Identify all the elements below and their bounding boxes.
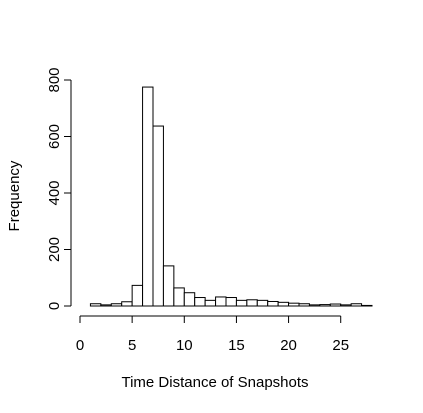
x-axis-label: Time Distance of Snapshots <box>121 374 308 391</box>
histogram-bar-4 <box>131 284 144 307</box>
histogram-bar-26 <box>361 304 373 307</box>
histogram-bars <box>89 86 373 307</box>
histogram-bar-20 <box>298 303 310 307</box>
histogram-bar-5 <box>142 86 154 307</box>
histogram-bar-0 <box>89 303 102 307</box>
histogram-bar-2 <box>110 303 123 307</box>
y-tick-label-4: 800 <box>46 67 63 92</box>
x-tick-label-5: 25 <box>332 337 349 354</box>
histogram-bar-19 <box>288 302 300 307</box>
histogram-bar-8 <box>173 287 185 307</box>
y-tick-label-0: 0 <box>46 302 63 310</box>
histogram-bar-17 <box>267 300 279 307</box>
x-tick-label-1: 5 <box>128 337 136 354</box>
histogram-bar-18 <box>277 301 290 307</box>
histogram-bar-15 <box>246 299 258 307</box>
histogram-bar-11 <box>204 299 217 307</box>
histogram-bar-23 <box>329 303 342 307</box>
y-tick-label-1: 200 <box>46 237 63 262</box>
histogram-bar-3 <box>121 301 133 307</box>
histogram-bar-12 <box>215 296 227 307</box>
histogram-bar-21 <box>308 304 321 307</box>
histogram-bar-13 <box>225 297 237 307</box>
histogram-bar-10 <box>194 297 206 307</box>
histogram-bar-1 <box>100 304 112 307</box>
x-tick-label-3: 15 <box>228 337 245 354</box>
x-axis: 0 5 10 15 20 25 <box>76 315 349 354</box>
histogram-bar-16 <box>256 299 269 307</box>
histogram-bar-7 <box>162 265 175 307</box>
histogram-bar-14 <box>235 299 248 307</box>
histogram-bar-24 <box>340 304 352 307</box>
x-tick-label-0: 0 <box>76 337 84 354</box>
histogram-bar-22 <box>319 304 331 307</box>
y-tick-label-3: 600 <box>46 124 63 149</box>
y-tick-label-2: 400 <box>46 180 63 205</box>
y-axis: 0 200 400 600 800 <box>46 67 72 310</box>
x-tick-label-2: 10 <box>176 337 193 354</box>
y-axis-label: Frequency <box>6 160 23 231</box>
histogram-bar-9 <box>183 292 196 307</box>
histogram-bar-6 <box>152 125 164 307</box>
x-tick-label-4: 20 <box>280 337 297 354</box>
histogram-bar-25 <box>350 303 363 307</box>
